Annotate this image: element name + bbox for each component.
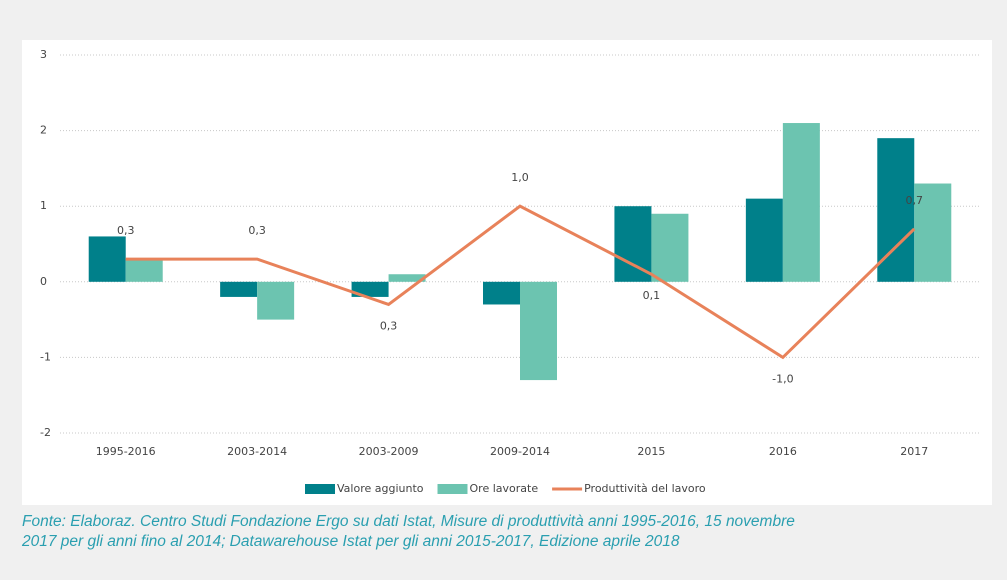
chart: -2 -1 0 1 2 3 1995-2016 2003-2014 2003-2009 2009-…: [22, 40, 992, 505]
y-tick-label: -2: [40, 426, 51, 439]
legend-label: Produttività del lavoro: [584, 482, 706, 495]
data-label: 1,0: [511, 171, 529, 184]
data-label: -1,0: [772, 372, 793, 385]
x-tick-label: 2003-2014: [227, 445, 287, 458]
bar: [483, 281, 520, 305]
source: Fonte: Elaboraz. Centro Studi Fondazione…: [22, 512, 795, 552]
data-label: 0,7: [906, 194, 924, 207]
legend-label: Valore aggiunto: [337, 482, 424, 495]
x-tick-label: 2017: [900, 445, 928, 458]
y-tick-label: 0: [40, 275, 47, 288]
data-label: 0,3: [248, 224, 266, 237]
legend-label: Ore lavorate: [470, 482, 539, 495]
data-label: 0,3: [380, 319, 398, 332]
bar: [782, 123, 820, 282]
line: [125, 204, 916, 360]
chart-area: [22, 40, 992, 505]
bar: [88, 236, 126, 282]
legend-swatch: [437, 484, 468, 494]
y-tick-label: 3: [40, 48, 47, 61]
data-label: 0,3: [117, 224, 135, 237]
bar: [220, 281, 258, 297]
bar: [745, 198, 783, 282]
source-line: Fonte: Elaboraz. Centro Studi Fondazione…: [22, 513, 795, 530]
data-label: 0,1: [643, 289, 661, 302]
y-tick-label: 2: [40, 124, 47, 137]
source-line: 2017 per gli anni fino al 2014; Dataware…: [22, 533, 680, 550]
y-tick-label: 1: [40, 199, 47, 212]
bar: [125, 259, 163, 282]
legend-swatch: [305, 484, 335, 494]
x-tick-label: 2003-2009: [359, 445, 419, 458]
bar: [651, 213, 689, 282]
x-tick-label: 1995-2016: [96, 445, 156, 458]
bar: [614, 206, 652, 282]
x-tick-label: 2016: [769, 445, 797, 458]
bar: [257, 281, 295, 320]
x-tick-label: 2015: [637, 445, 665, 458]
x-tick-label: 2009-2014: [490, 445, 550, 458]
bar: [388, 274, 426, 282]
bar: [520, 281, 557, 381]
y-tick-label: -1: [40, 350, 51, 363]
bar: [351, 281, 389, 297]
bar: [914, 183, 952, 282]
